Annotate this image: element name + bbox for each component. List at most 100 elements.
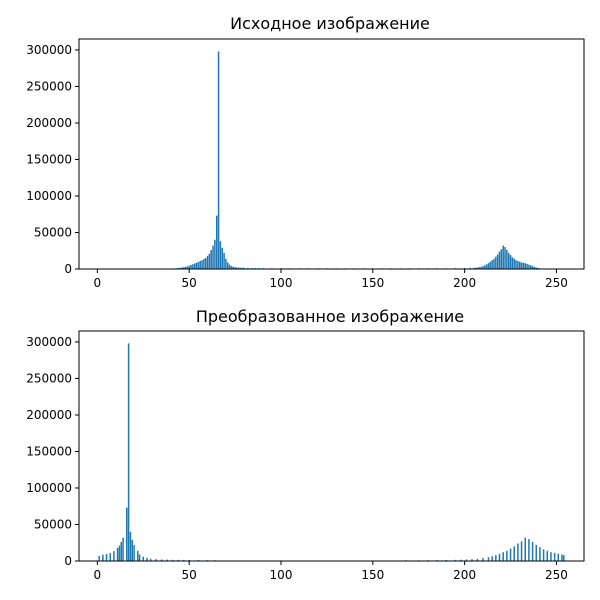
chart-title: Преобразованное изображение [196, 307, 464, 326]
histogram-bar [528, 264, 530, 269]
histogram-bar [113, 551, 115, 561]
histogram-bar [520, 262, 523, 269]
histogram-bar [184, 266, 187, 269]
histogram-bar [482, 558, 484, 561]
histogram-bar [131, 539, 134, 561]
histogram-bar [188, 559, 190, 561]
histogram-bar [149, 558, 152, 561]
x-tick-label: 0 [94, 276, 102, 290]
plot-frame [78, 330, 585, 562]
histogram-bar [485, 264, 488, 269]
histogram-bar [133, 544, 135, 561]
histogram-bar [182, 267, 185, 269]
histogram-bar [129, 531, 132, 561]
y-tick-label: 50000 [34, 225, 72, 239]
x-axis: 0 50 100 150 200 250 [94, 561, 568, 582]
histogram-bar [535, 544, 538, 561]
x-tick-label: 250 [545, 568, 568, 582]
histogram-bar [473, 267, 475, 269]
histogram-bar [489, 261, 492, 269]
histogram-bar [509, 548, 512, 561]
histogram-bar [460, 559, 462, 561]
histogram-bar [487, 263, 490, 269]
histogram-bar [206, 255, 209, 269]
x-tick-label: 250 [545, 276, 568, 290]
histogram-bar [219, 241, 222, 269]
histogram-bar [195, 262, 198, 269]
histogram-bar [182, 559, 185, 561]
histogram-bar [166, 559, 168, 561]
histogram-bar [232, 266, 235, 269]
histogram-bar [524, 263, 526, 269]
histogram-bar [550, 552, 552, 561]
x-tick-label: 50 [182, 276, 197, 290]
histogram-bar [480, 266, 482, 269]
histogram-bar [506, 550, 508, 561]
bars [98, 343, 565, 561]
histogram-bar [557, 553, 560, 561]
histogram-bar [520, 541, 523, 561]
histogram-bar [171, 559, 174, 561]
histogram-bar [533, 266, 536, 269]
y-tick-label: 200000 [26, 116, 72, 130]
histogram-bar [208, 253, 211, 269]
histogram-bar [188, 265, 190, 269]
x-tick-label: 100 [270, 568, 293, 582]
histogram-bar [241, 267, 244, 269]
y-tick-label: 250000 [26, 79, 72, 93]
x-tick-label: 150 [361, 276, 384, 290]
histogram-bar [212, 245, 214, 269]
histogram-bar [491, 260, 493, 269]
histogram-bar [526, 263, 528, 269]
histogram-bar [517, 543, 519, 561]
histogram-bar [509, 255, 512, 269]
y-tick-label: 300000 [26, 335, 72, 349]
histogram-bar [177, 559, 179, 561]
histogram-bar [542, 549, 545, 561]
histogram-bar [127, 343, 130, 561]
histogram-bar [500, 249, 503, 269]
histogram-bar [491, 556, 493, 561]
histogram-bar [546, 550, 549, 561]
histogram-bar [193, 263, 196, 269]
histogram-bar [155, 559, 157, 561]
histogram-bar [243, 267, 246, 269]
histogram-bar [507, 252, 510, 269]
histogram-bar [476, 558, 479, 561]
histogram-bar [230, 266, 233, 269]
histogram-bar [186, 266, 189, 269]
histogram-bar [217, 51, 220, 269]
histogram-bar [513, 546, 515, 561]
x-axis: 0 50 100 150 200 250 [94, 269, 568, 290]
histogram-bar [137, 550, 139, 561]
histogram-bar [539, 547, 541, 561]
histogram-bar [498, 553, 501, 561]
y-tick-label: 200000 [26, 408, 72, 422]
chart-title: Исходное изображение [230, 14, 430, 33]
histogram-bar [236, 267, 238, 269]
histogram-bar [515, 260, 517, 269]
histogram-bar [192, 264, 194, 269]
histogram-bar [201, 260, 203, 269]
histogram-bar [221, 247, 223, 269]
histogram-bar [496, 254, 499, 269]
histogram-bar [223, 252, 225, 269]
y-axis: 0 50000 100000 150000 200000 250000 300000 [26, 335, 79, 568]
histogram-bar [537, 267, 539, 269]
histogram-bar [504, 247, 506, 269]
histogram-bar [517, 260, 519, 269]
x-tick-label: 200 [453, 276, 476, 290]
histogram-bar [524, 537, 526, 561]
y-tick-label: 0 [64, 262, 72, 276]
histogram-bar [518, 261, 521, 269]
histogram-bar [484, 265, 486, 269]
histogram-bar [531, 266, 534, 269]
x-tick-label: 200 [453, 568, 476, 582]
histogram-bar [228, 264, 231, 269]
histogram-bar [239, 267, 242, 269]
y-tick-label: 100000 [26, 481, 72, 495]
chart-original: Исходное изображение 0 50 100 150 200 250 0 50… [26, 14, 585, 290]
x-tick-label: 100 [270, 276, 293, 290]
histogram-bar [487, 557, 490, 561]
